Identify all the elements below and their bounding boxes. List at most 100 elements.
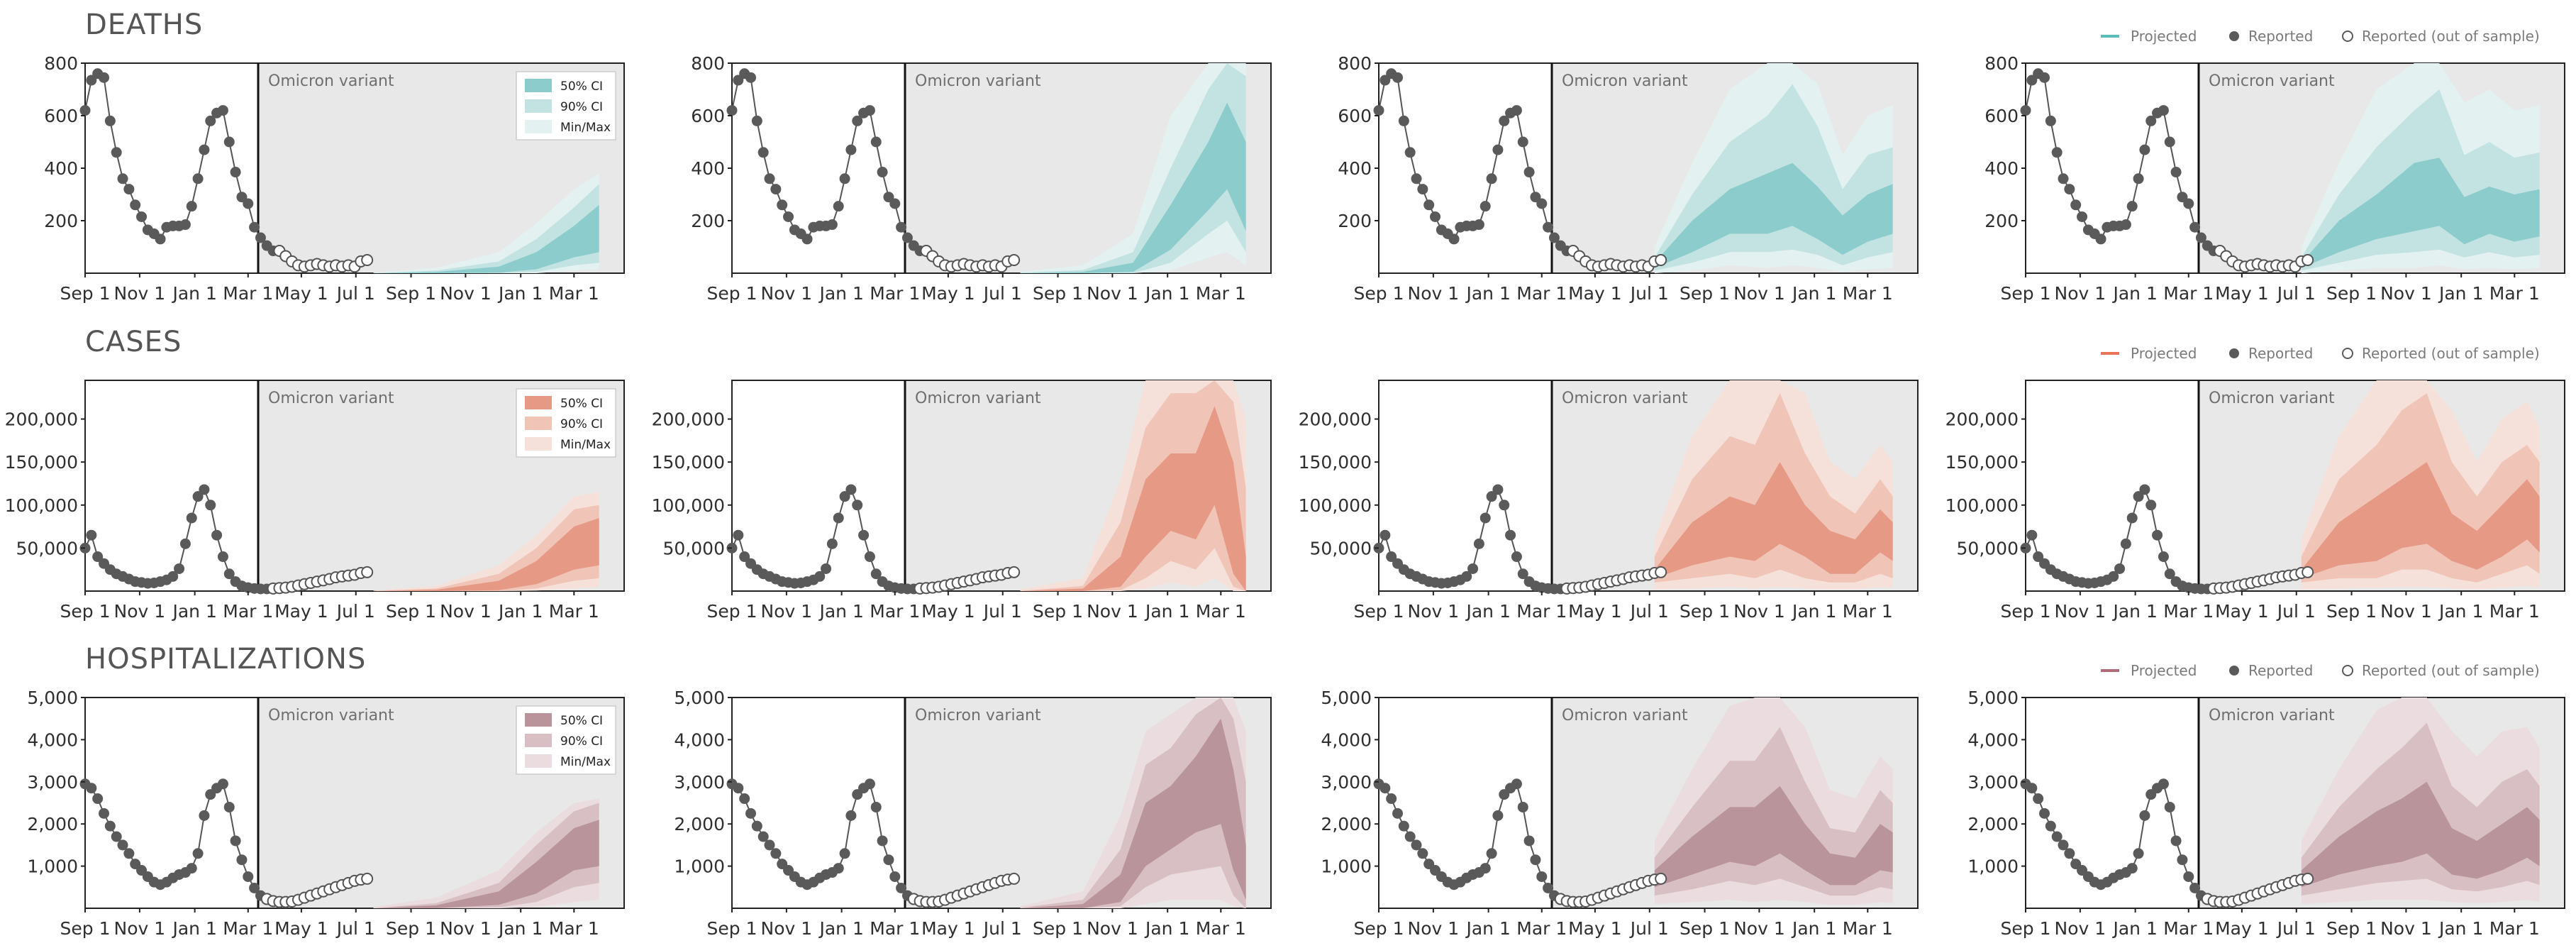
reported-point bbox=[783, 211, 794, 222]
y-tick-label: 200,000 bbox=[652, 409, 725, 430]
y-tick-label: 3,000 bbox=[1321, 772, 1372, 793]
out-of-sample-point bbox=[1655, 566, 1667, 578]
reported-point bbox=[833, 201, 844, 212]
x-tick-label: Sep 1 bbox=[386, 283, 436, 304]
x-tick-label: Jul 1 bbox=[982, 918, 1022, 939]
y-tick-label: 4,000 bbox=[1967, 729, 2019, 750]
y-tick-label: 2,000 bbox=[1967, 814, 2019, 834]
y-tick-label: 200 bbox=[691, 211, 725, 231]
projection-bands bbox=[373, 492, 599, 591]
reported-point bbox=[1536, 871, 1548, 882]
x-tick-label: Nov 1 bbox=[1408, 283, 1460, 304]
reported-point bbox=[104, 820, 116, 832]
reported-point bbox=[136, 211, 148, 222]
projection-bands bbox=[1654, 698, 1893, 905]
reported-point bbox=[2095, 233, 2106, 245]
reported-point bbox=[2158, 778, 2169, 790]
panel-frame bbox=[731, 697, 1272, 909]
reported-point bbox=[896, 882, 907, 893]
reported-point bbox=[1430, 211, 1441, 222]
x-tick-label: Nov 1 bbox=[1733, 283, 1785, 304]
reported-point bbox=[877, 835, 888, 847]
reported-point bbox=[192, 491, 204, 502]
x-tick-label: May 1 bbox=[274, 283, 328, 304]
reported-point bbox=[1448, 233, 1460, 245]
reported-point bbox=[2039, 808, 2050, 819]
x-tick-label: Mar 1 bbox=[549, 601, 599, 622]
x-tick-label: Mar 1 bbox=[1516, 918, 1567, 939]
reported-point bbox=[733, 529, 744, 541]
reported-point bbox=[2058, 173, 2069, 184]
ci-swatch bbox=[525, 754, 552, 768]
x-tick-label: Jul 1 bbox=[335, 283, 375, 304]
ci50-band bbox=[1020, 718, 1246, 908]
reported-point bbox=[864, 105, 875, 116]
reported-point bbox=[1411, 839, 1422, 851]
legend-oos-label: Reported (out of sample) bbox=[2362, 662, 2540, 679]
reported-point bbox=[821, 563, 832, 574]
row-title-1: CASES bbox=[85, 326, 182, 358]
x-tick-label: Nov 1 bbox=[114, 918, 166, 939]
panel-1-2: Omicron variant 50,000 100,000 150,000 200,0… bbox=[1299, 380, 1919, 622]
reported-point bbox=[845, 484, 857, 495]
ci50-band bbox=[1654, 786, 1893, 888]
y-tick-label: 5,000 bbox=[27, 688, 78, 708]
ci-swatch bbox=[525, 120, 552, 133]
reported-point bbox=[2177, 854, 2188, 866]
x-tick-label: Jan 1 bbox=[818, 918, 863, 939]
x-tick-label: Sep 1 bbox=[707, 601, 757, 622]
reported-point bbox=[255, 232, 266, 243]
legend-oos-label: Reported (out of sample) bbox=[2362, 28, 2540, 45]
y-tick-label: 50,000 bbox=[16, 538, 78, 558]
reported-point bbox=[1398, 115, 1409, 126]
legend-projected-label: Projected bbox=[2131, 28, 2197, 45]
y-tick-label: 200 bbox=[44, 211, 78, 231]
reported-point bbox=[2033, 793, 2044, 805]
reported-point bbox=[757, 147, 769, 158]
x-tick-label: Nov 1 bbox=[1087, 601, 1138, 622]
reported-point bbox=[745, 808, 757, 819]
reported-point bbox=[2195, 232, 2206, 243]
panel-frame bbox=[1378, 697, 1919, 909]
reported-point bbox=[1543, 882, 1554, 893]
row-title-0: DEATHS bbox=[85, 9, 203, 41]
reported-point bbox=[2045, 820, 2056, 832]
reported-point bbox=[217, 778, 228, 790]
reported-point bbox=[864, 778, 875, 790]
reported-point bbox=[86, 783, 97, 794]
y-tick-label: 1,000 bbox=[1967, 856, 2019, 877]
x-tick-label: Sep 1 bbox=[2326, 918, 2377, 939]
reported-point bbox=[2064, 848, 2075, 859]
reported-point bbox=[814, 571, 826, 582]
reported-point bbox=[179, 538, 191, 549]
reported-point bbox=[896, 221, 907, 233]
out-of-sample-point bbox=[361, 254, 374, 266]
reported-point bbox=[852, 500, 863, 511]
reported-point bbox=[236, 854, 248, 866]
panel-frame bbox=[84, 697, 625, 909]
legend-reported-label: Reported bbox=[2248, 345, 2313, 362]
legend-1: Projected Reported Reported (out of sample… bbox=[2101, 345, 2540, 362]
y-tick-label: 800 bbox=[44, 53, 78, 74]
reported-point bbox=[186, 863, 197, 874]
reported-point bbox=[1492, 484, 1504, 495]
ci50-band bbox=[1020, 406, 1246, 591]
x-tick-label: Jan 1 bbox=[1465, 918, 1510, 939]
reported-point bbox=[1486, 173, 1497, 184]
x-tick-label: Mar 1 bbox=[1196, 918, 1246, 939]
reported-point bbox=[2058, 839, 2069, 851]
reported-point bbox=[2126, 863, 2138, 874]
reported-point bbox=[1461, 571, 1472, 582]
y-tick-label: 100,000 bbox=[1299, 495, 1372, 516]
reported-point bbox=[1543, 221, 1554, 233]
reported-point bbox=[1373, 105, 1384, 116]
reported-point bbox=[764, 173, 775, 184]
panel-frame bbox=[84, 380, 625, 592]
reported-point bbox=[99, 808, 110, 819]
x-tick-label: May 1 bbox=[1568, 601, 1622, 622]
reported-point bbox=[2064, 184, 2075, 195]
reported-point bbox=[2145, 500, 2157, 511]
x-tick-label: Jan 1 bbox=[1465, 601, 1510, 622]
row-title-2: HOSPITALIZATIONS bbox=[85, 643, 366, 676]
y-tick-label: 100,000 bbox=[5, 495, 78, 516]
